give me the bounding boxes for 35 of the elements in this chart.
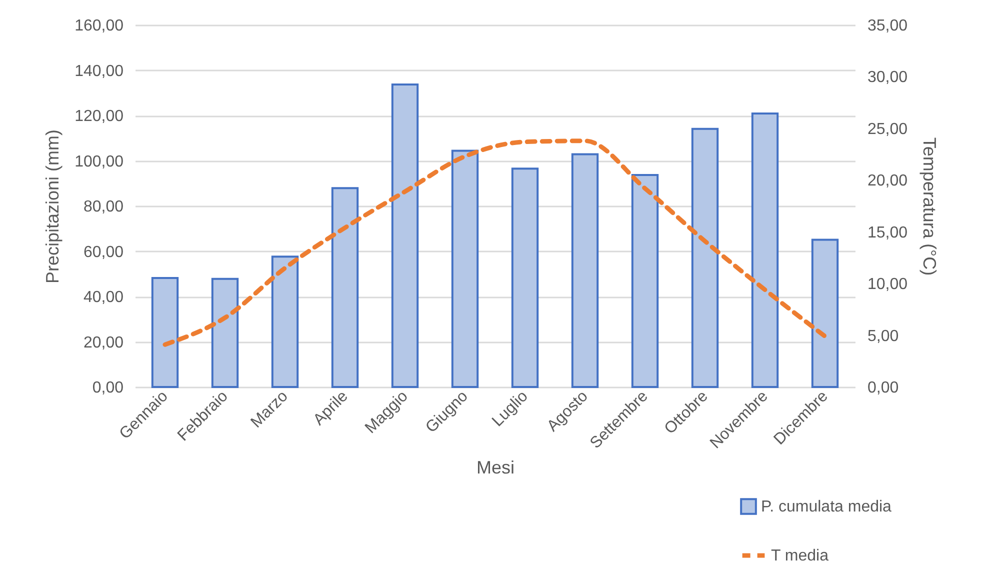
y2-tick-label: 10,00 (868, 276, 908, 294)
y2-axis-title: Temperatura (°C) (920, 137, 940, 276)
y-tick-label: 160,00 (74, 18, 124, 34)
y2-tick-label: 35,00 (868, 18, 908, 34)
y-tick-label: 40,00 (83, 289, 124, 306)
y-tick-label: 100,00 (74, 153, 124, 170)
y2-tick-label: 30,00 (868, 69, 908, 86)
bar (811, 238, 839, 388)
y-tick-label: 20,00 (83, 334, 124, 352)
y-tick-label: 0,00 (92, 380, 124, 396)
y2-tick-label: 0,00 (868, 380, 899, 396)
legend-label: P. cumulata media (761, 498, 892, 516)
bar (631, 174, 659, 388)
y2-tick-label: 5,00 (868, 328, 899, 345)
bar (391, 84, 419, 388)
bar (331, 187, 359, 388)
line-series (162, 138, 828, 347)
y-axis-title: Precipitazioni (mm) (42, 129, 63, 284)
y2-tick-label: 15,00 (868, 224, 908, 242)
y2-tick-label: 25,00 (868, 120, 908, 138)
bar (751, 112, 779, 388)
bar (511, 168, 539, 388)
x-axis-title: Mesi (476, 457, 515, 478)
bar (151, 276, 179, 388)
bar (211, 278, 239, 388)
y-tick-label: 120,00 (74, 108, 124, 125)
y-tick-label: 60,00 (83, 244, 124, 261)
y-tick-label: 80,00 (83, 198, 124, 216)
y-tick-label: 140,00 (74, 62, 124, 80)
legend-label: T media (771, 548, 829, 563)
bar (451, 150, 479, 388)
bar (691, 128, 719, 388)
y2-tick-label: 20,00 (868, 172, 908, 190)
bar (271, 256, 299, 388)
bar (571, 153, 599, 388)
